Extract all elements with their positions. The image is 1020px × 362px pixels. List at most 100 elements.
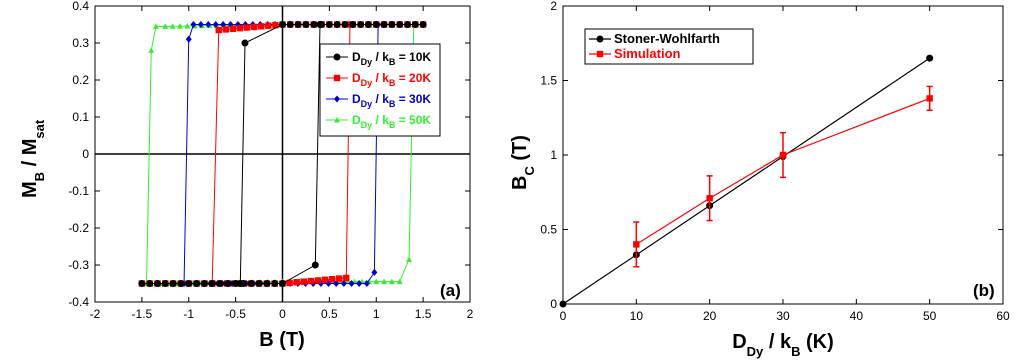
legend-swatch-marker [333,74,341,82]
legend-label-subscript: Dy [361,78,373,88]
y-tick-label: 0.5 [540,223,557,237]
legend-item: DDy / kB = 30K [326,92,431,109]
legend-label-text: / k [372,92,389,106]
panel-b-coercivity: 0 10 20 30 40 50 60 0 0.5 1 1.5 2 Stoner-Wohlfarth… [509,0,1010,359]
legend-label-subscript: B [389,57,396,67]
x-tick-label: -1.5 [132,307,153,321]
data-point [328,275,336,283]
panel-a-y-axis-label: MB / Msat [19,119,47,198]
data-point [250,23,258,31]
data-point [232,280,240,287]
legend-label-text: = 20K [395,71,431,85]
x-tick-label: 1 [373,307,380,321]
series-simulation [633,85,933,268]
x-tick-label: 10 [630,309,644,323]
data-point [185,35,192,43]
data-point [364,21,372,28]
panel-b-y-axis-label: BC (T) [509,135,537,190]
series-stoner-wohlfarth [559,54,934,308]
data-point [294,21,302,28]
data-point [258,23,265,30]
data-point [314,277,322,284]
legend-label: DDy / kB = 50K [352,113,431,130]
x-tick-label: -1 [183,307,194,321]
data-point [633,241,640,248]
data-point [343,274,350,282]
data-point [236,25,244,32]
legend-label-subscript: B [389,120,396,130]
x-tick-label: 0.5 [321,307,338,321]
data-point [279,21,286,28]
data-point [161,280,169,287]
data-point [241,39,249,47]
data-point [357,21,365,28]
data-point [341,21,349,28]
ylabel-mid: / M [19,139,41,172]
data-point [247,280,255,287]
legend-label-subscript: B [389,99,396,109]
data-point [177,280,185,287]
data-point [272,21,279,29]
legend-label: DDy / kB = 30K [352,92,431,109]
legend-swatch-marker [334,117,340,123]
legend-box [319,43,441,137]
legend-label-text: D [352,50,361,64]
legend-item: DDy / kB = 10K [326,50,431,67]
panel-a-hysteresis: -2 -1.5 -1 -0.5 0 0.5 1 1.5 2 -0.4 -0.3 -0.2 -0.1 0 0… [19,0,474,351]
data-point [779,151,787,159]
data-point [271,280,279,287]
x-tick-label: 60 [996,309,1010,323]
legend-swatch-marker [596,35,604,43]
data-point [380,21,388,28]
legend-label-subscript: Dy [361,120,373,130]
data-point [205,21,212,28]
ylabel-unit: (T) [509,135,531,166]
legend-label: Stoner-Wohlfarth [614,31,720,46]
y-tick-label: 0.2 [72,73,89,87]
y-tick-label: 0.3 [72,36,89,50]
data-point [302,21,310,28]
xlabel-mid: / k [763,331,792,353]
data-point [243,24,251,31]
data-point [335,275,343,282]
data-point [222,26,230,33]
y-tick-label: -0.2 [68,221,89,235]
panel-b-label: (b) [973,281,995,300]
data-point [706,195,713,202]
data-point [396,21,404,28]
data-point [286,21,294,28]
data-point [293,279,300,286]
y-tick-label: 1 [550,148,557,162]
data-point [349,21,357,28]
data-point [208,280,216,287]
ylabel-sub-c: C [522,166,537,176]
y-tick-label: -0.3 [68,258,89,272]
xlabel-sub-b: B [791,344,800,359]
legend-item: DDy / kB = 50K [326,113,431,130]
data-point [255,280,263,287]
panel-b-frame [562,5,1004,305]
data-point [169,280,177,287]
legend-label-text: D [352,71,361,85]
legend-label-text: / k [372,50,389,64]
y-tick-label: 1.5 [540,74,557,88]
data-point [926,54,934,62]
data-point [404,21,411,28]
panel-a-label: (a) [440,281,461,300]
xlabel-d: D [732,331,746,353]
x-tick-label: 40 [850,309,864,323]
legend-item: Stoner-Wohlfarth [589,31,720,46]
data-point [154,280,161,287]
data-point [411,21,419,28]
legend-label-subscript: Dy [361,99,373,109]
data-point [152,23,159,29]
legend-label: DDy / kB = 20K [352,71,431,88]
x-tick-label: 2 [467,307,474,321]
x-tick-label: -0.5 [225,307,246,321]
legend-item: DDy / kB = 20K [326,71,431,88]
panel-a-frame [94,5,471,303]
data-point [169,23,176,29]
legend-label-text: D [352,92,361,106]
ylabel-sub-sat: sat [32,119,47,138]
